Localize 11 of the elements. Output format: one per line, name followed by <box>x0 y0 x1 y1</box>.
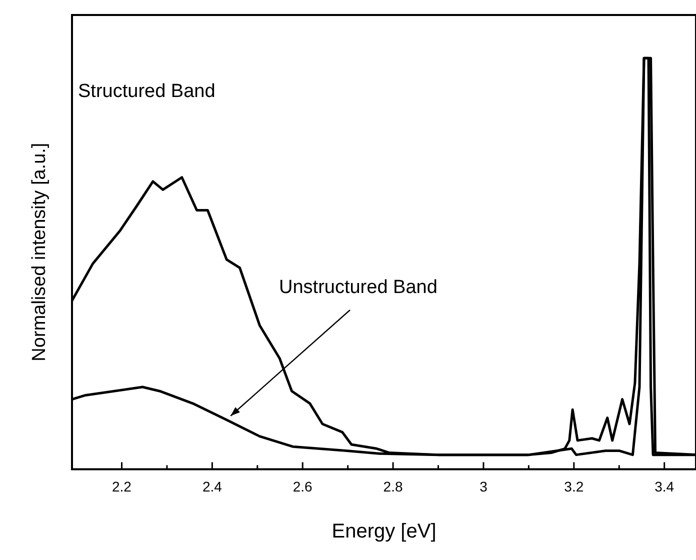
x-tick-label: 2.8 <box>383 478 403 494</box>
x-axis-title: Energy [eV] <box>332 520 436 543</box>
x-tick-label: 2.4 <box>202 478 222 494</box>
y-axis-title: Normalised intensity [a.u.] <box>29 142 50 362</box>
x-tick-label: 3.4 <box>654 478 674 494</box>
annotation: Structured Band <box>78 81 216 102</box>
x-tick-label: 2.6 <box>292 478 313 494</box>
x-tick-label: 3.2 <box>564 478 584 494</box>
annotation: Unstructured Band <box>279 277 438 298</box>
x-tick-label: 3 <box>480 478 488 494</box>
x-tick-label: 2.2 <box>112 478 132 494</box>
